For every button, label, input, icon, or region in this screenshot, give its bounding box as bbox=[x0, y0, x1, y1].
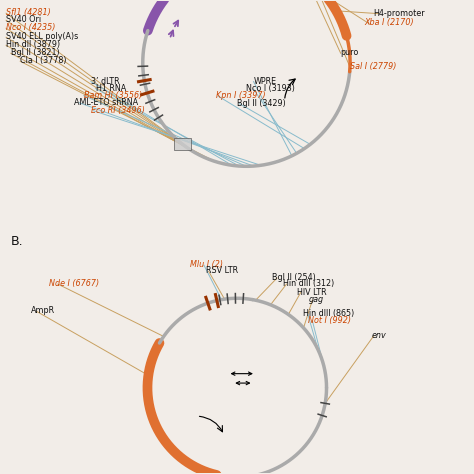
Text: SfI1 (4281): SfI1 (4281) bbox=[6, 8, 51, 17]
Text: H1 RNA: H1 RNA bbox=[96, 83, 126, 92]
Text: SV40 ELL poly(A)s: SV40 ELL poly(A)s bbox=[6, 32, 78, 41]
Text: H4-promoter: H4-promoter bbox=[374, 9, 425, 18]
Text: Sal I (2779): Sal I (2779) bbox=[350, 63, 396, 72]
Text: Eco RI (3496): Eco RI (3496) bbox=[91, 106, 145, 115]
Text: Bam HI (3556): Bam HI (3556) bbox=[84, 91, 142, 100]
FancyBboxPatch shape bbox=[174, 138, 191, 150]
Text: AML-ETO shRNA: AML-ETO shRNA bbox=[74, 98, 138, 107]
Text: Nco I (3193): Nco I (3193) bbox=[246, 84, 295, 93]
Text: Nde I (6767): Nde I (6767) bbox=[48, 279, 99, 288]
Text: Nco I (4235): Nco I (4235) bbox=[6, 23, 55, 32]
Text: Hin dIII (865): Hin dIII (865) bbox=[303, 309, 354, 318]
Text: HIV LTR: HIV LTR bbox=[297, 288, 327, 297]
Text: Kpn I (3397): Kpn I (3397) bbox=[216, 91, 265, 100]
Text: Bgl II (3429): Bgl II (3429) bbox=[237, 99, 286, 108]
Text: env: env bbox=[371, 331, 386, 340]
Text: Not I (992): Not I (992) bbox=[308, 316, 351, 325]
Text: puro: puro bbox=[341, 48, 359, 57]
Text: Xba I (2170): Xba I (2170) bbox=[364, 18, 414, 27]
Text: AmpR: AmpR bbox=[31, 307, 55, 316]
Text: WPRE: WPRE bbox=[254, 76, 277, 85]
Text: RSV LTR: RSV LTR bbox=[206, 266, 238, 275]
Text: Bgl II (254): Bgl II (254) bbox=[273, 273, 316, 282]
Text: Mlu I (2): Mlu I (2) bbox=[190, 260, 223, 269]
Text: B.: B. bbox=[11, 235, 23, 248]
Text: SV40 Ori: SV40 Ori bbox=[6, 15, 41, 24]
Text: gag: gag bbox=[309, 295, 324, 304]
Text: Cla I (3778): Cla I (3778) bbox=[20, 56, 67, 65]
Text: Bgl II (3821): Bgl II (3821) bbox=[11, 48, 59, 57]
Text: Hin dIII (312): Hin dIII (312) bbox=[283, 279, 335, 288]
Text: 3’ dLTR: 3’ dLTR bbox=[91, 76, 119, 85]
Text: Hin dII (3879): Hin dII (3879) bbox=[6, 40, 60, 49]
